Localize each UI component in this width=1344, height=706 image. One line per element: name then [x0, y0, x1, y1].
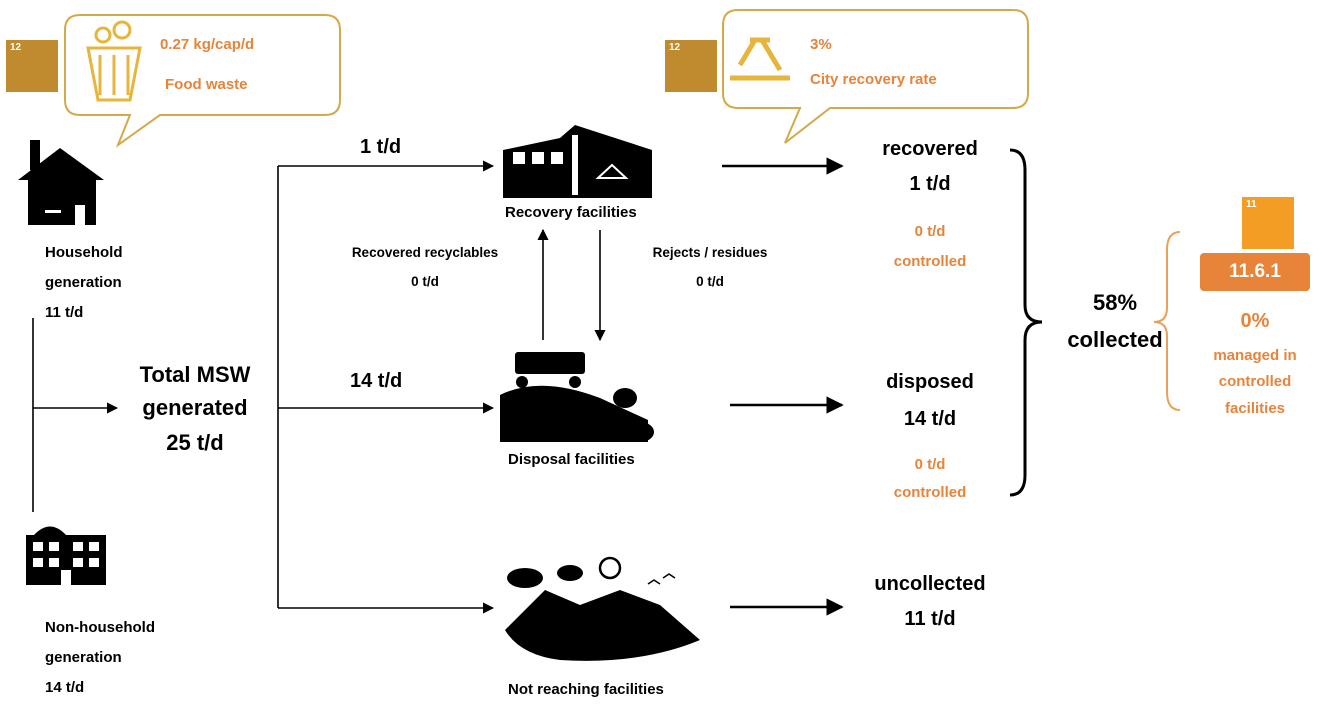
disposal-facility-icon — [500, 352, 654, 442]
indicator-label: managed in controlled facilities — [1213, 347, 1297, 417]
recovery-rate-label: City recovery rate — [810, 71, 937, 88]
recovery-rate-value: 3% — [810, 36, 832, 53]
disposed-controlled-amount: 0 t/d — [914, 456, 946, 473]
sdg-badge — [665, 40, 717, 92]
indicator-box — [1200, 253, 1310, 291]
uncollected-amount: 11 t/d — [904, 608, 956, 630]
non-household-label: Non-household generation — [45, 619, 155, 666]
household-amount: 11 t/d — [45, 304, 84, 321]
household-label: Household generation — [45, 244, 123, 291]
sdg-badge-number: 11 — [1246, 199, 1257, 210]
collected-label: collected — [1067, 327, 1163, 352]
recovery-facility-icon — [503, 125, 652, 198]
sdg-badge-number: 12 — [669, 42, 681, 53]
not-reaching-label: Not reaching facilities — [508, 681, 664, 698]
indicator-code: 11.6.1 — [1229, 261, 1281, 282]
indicator-brace — [1153, 231, 1181, 411]
recycle-icon — [730, 37, 790, 81]
recyclables-label: Recovered recyclables — [351, 245, 499, 260]
disposed-label: disposed — [886, 371, 974, 393]
callout-bubble — [722, 9, 1029, 144]
dump-site-icon — [505, 556, 700, 661]
recovered-label: recovered — [882, 138, 978, 160]
food-waste-label: Food waste — [165, 76, 248, 93]
recyclables-amount: 0 t/d — [411, 274, 439, 289]
total-amount: 25 t/d — [166, 430, 224, 455]
non-household-amount: 14 t/d — [45, 679, 85, 696]
food-waste-value: 0.27 kg/cap/d — [160, 36, 255, 53]
recovered-controlled-amount: 0 t/d — [914, 223, 946, 240]
indicator-value: 0% — [1240, 310, 1270, 332]
rejects-amount: 0 t/d — [696, 274, 724, 289]
building-icon — [26, 526, 106, 585]
disposed-controlled-label: controlled — [893, 484, 967, 501]
recovered-amount: 1 t/d — [909, 173, 951, 195]
total-label: Total MSW generated — [139, 362, 251, 420]
collected-value: 58% — [1092, 290, 1138, 315]
flow-lines — [32, 157, 844, 616]
uncollected-label: uncollected — [874, 573, 986, 595]
house-icon — [18, 140, 104, 225]
flow-disposal-amount: 14 t/d — [350, 370, 403, 392]
food-basket-icon — [86, 20, 142, 102]
rejects-label: Rejects / residues — [652, 245, 768, 260]
collected-brace — [1009, 148, 1043, 497]
disposal-facilities-label: Disposal facilities — [508, 451, 635, 468]
sdg-badge — [1242, 197, 1294, 249]
recovery-facilities-label: Recovery facilities — [505, 204, 637, 221]
recovered-controlled-label: controlled — [893, 253, 967, 270]
sdg-badge-number: 12 — [10, 42, 22, 53]
sdg-badge — [6, 40, 58, 92]
disposed-amount: 14 t/d — [903, 408, 957, 430]
flow-recovery-amount: 1 t/d — [360, 136, 402, 158]
